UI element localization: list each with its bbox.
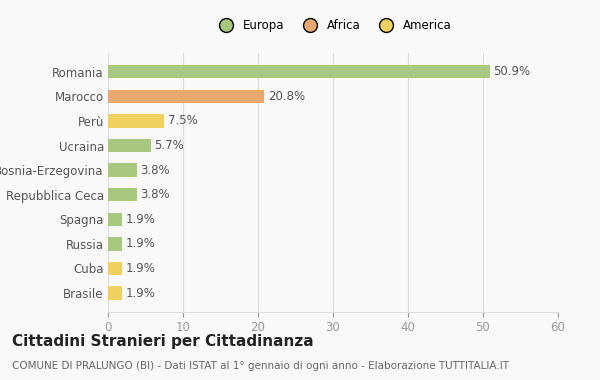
Bar (108, 114, 164, 128)
Text: 5.7%: 5.7% (155, 139, 184, 152)
Bar (108, 90, 264, 103)
Bar (108, 262, 122, 275)
Bar (108, 212, 122, 226)
Text: 7.5%: 7.5% (168, 114, 198, 127)
Bar (108, 139, 151, 152)
Bar (108, 65, 490, 79)
Bar (108, 163, 137, 177)
Text: COMUNE DI PRALUNGO (BI) - Dati ISTAT al 1° gennaio di ogni anno - Elaborazione T: COMUNE DI PRALUNGO (BI) - Dati ISTAT al … (12, 361, 509, 371)
Text: 3.8%: 3.8% (140, 188, 170, 201)
Legend: Europa, Africa, America: Europa, Africa, America (209, 14, 457, 37)
Text: 1.9%: 1.9% (126, 238, 156, 250)
Bar (108, 188, 137, 201)
Text: 3.8%: 3.8% (140, 164, 170, 177)
Text: 1.9%: 1.9% (126, 213, 156, 226)
Text: 1.9%: 1.9% (126, 262, 156, 275)
Text: 50.9%: 50.9% (493, 65, 530, 78)
Text: 1.9%: 1.9% (126, 287, 156, 299)
Bar (108, 237, 122, 251)
Text: 20.8%: 20.8% (268, 90, 305, 103)
Text: Cittadini Stranieri per Cittadinanza: Cittadini Stranieri per Cittadinanza (12, 334, 314, 349)
Bar (108, 286, 122, 300)
